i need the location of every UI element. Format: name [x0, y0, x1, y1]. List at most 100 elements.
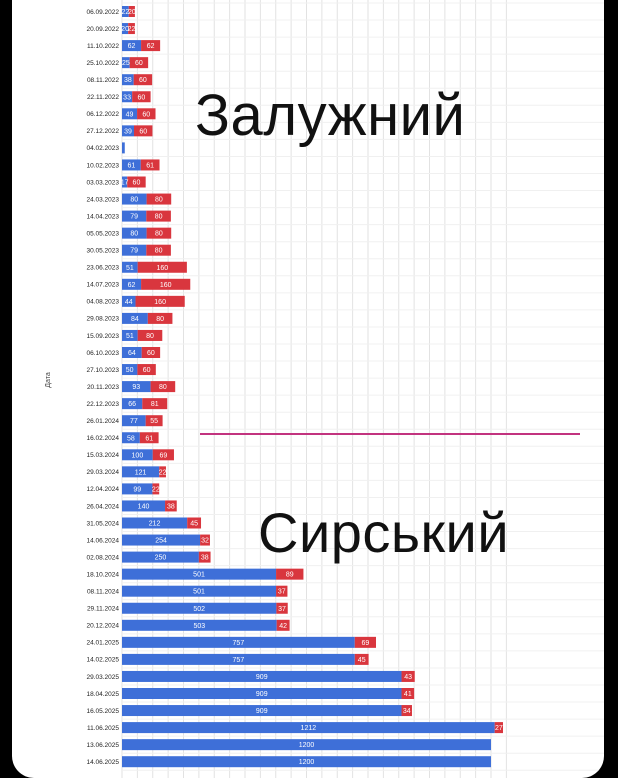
y-tick-label: 20.12.2024	[86, 623, 119, 630]
data-label-series-b: 80	[156, 316, 164, 323]
data-label-series-b: 160	[154, 299, 166, 306]
y-tick-label: 22.11.2022	[87, 94, 119, 101]
y-tick-label: 08.11.2022	[87, 77, 119, 84]
bar-series-a	[122, 364, 138, 376]
y-tick-label: 14.07.2023	[86, 282, 119, 289]
data-label-series-b: 22	[128, 26, 136, 33]
y-tick-label: 14.06.2025	[86, 759, 119, 766]
data-label-series-b: 41	[404, 691, 412, 698]
data-label-series-a: 503	[193, 623, 205, 630]
overlay-label-syrsky: Сирський	[258, 501, 510, 564]
data-label-series-a: 250	[155, 555, 167, 562]
data-label-series-a: 757	[233, 640, 245, 647]
bar-series-a	[122, 108, 138, 120]
data-label-series-b: 37	[278, 589, 286, 596]
bar-series-a	[122, 432, 140, 444]
data-label-series-a: 51	[126, 333, 134, 340]
data-label-series-b: 22	[152, 486, 160, 493]
data-label-series-b: 60	[143, 367, 151, 374]
bar-series-b	[141, 40, 161, 52]
bar-series-a	[122, 227, 147, 239]
bar-series-a	[122, 244, 147, 256]
y-tick-label: 31.05.2024	[86, 520, 119, 527]
bar-series-a	[122, 449, 153, 461]
y-tick-label: 22.12.2023	[86, 401, 119, 408]
y-tick-label: 03.03.2023	[86, 179, 119, 186]
data-label-series-b: 27	[495, 725, 503, 732]
data-label-series-a: 909	[256, 674, 268, 681]
y-tick-label: 08.11.2024	[87, 589, 119, 596]
bar-series-b	[127, 176, 146, 188]
data-label-series-b: 60	[147, 350, 155, 357]
y-tick-label: 24.01.2025	[86, 640, 119, 647]
data-label-series-a: 1200	[299, 759, 315, 766]
y-tick-label: 23.06.2023	[86, 265, 119, 272]
bar-series-a	[122, 483, 153, 495]
bar-series-a	[122, 40, 142, 52]
bar-series-b	[354, 653, 369, 665]
data-label-series-a: 33	[123, 94, 131, 101]
chart-panel: 22 20 20 22 62 62 25 60 38 60 33 60 49 60 39 60 61 61 17 60…	[12, 0, 604, 778]
bar-series-a	[122, 176, 128, 188]
bar-series-b	[150, 381, 176, 393]
y-tick-label: 27.10.2023	[86, 367, 119, 374]
y-tick-label: 20.09.2022	[86, 26, 119, 33]
data-label-series-a: 58	[127, 435, 135, 442]
y-tick-label: 02.08.2024	[86, 554, 119, 561]
data-label-series-a: 100	[132, 452, 144, 459]
bar-series-a	[122, 585, 277, 597]
data-label-series-b: 60	[139, 77, 147, 84]
data-label-series-b: 55	[150, 418, 158, 425]
overlay-label-zaluzhny: Залужний	[195, 83, 466, 148]
bar-series-b	[147, 312, 173, 324]
data-label-series-a: 39	[124, 128, 132, 135]
data-label-series-b: 42	[279, 623, 287, 630]
bar-series-b	[133, 125, 153, 137]
y-tick-label: 30.05.2023	[86, 248, 119, 255]
bar-series-a	[122, 500, 166, 512]
data-label-series-b: 69	[361, 640, 369, 647]
bar-series-b	[152, 483, 160, 495]
data-label-series-a: 80	[130, 231, 138, 238]
y-tick-label: 04.08.2023	[86, 299, 119, 306]
bar-series-b	[128, 6, 135, 17]
data-label-series-a: 84	[131, 316, 139, 323]
data-label-series-a: 49	[126, 111, 134, 118]
y-tick-label: 24.03.2023	[86, 196, 119, 203]
data-label-series-a: 22	[121, 9, 129, 16]
bar-series-b	[128, 23, 135, 35]
y-tick-label: 10.02.2023	[86, 162, 119, 169]
bar-series-b	[141, 278, 191, 290]
bar-series-a	[122, 312, 148, 324]
grid-lines	[121, 0, 604, 778]
y-tick-label: 26.01.2024	[86, 418, 119, 425]
data-label-series-a: 254	[155, 538, 167, 545]
bar-series-a	[122, 57, 130, 69]
bar-series-b	[145, 415, 163, 427]
data-label-series-a: 51	[126, 265, 134, 272]
bar-series-b	[165, 500, 177, 512]
bar-series-a	[122, 261, 138, 273]
bar-series-b	[354, 636, 376, 648]
data-label-series-a: 1200	[299, 742, 315, 749]
bar-series-b	[146, 244, 171, 256]
data-label-series-b: 38	[167, 503, 175, 510]
bar-series-b	[146, 193, 172, 205]
data-label-series-b: 60	[137, 94, 145, 101]
data-label-series-b: 62	[147, 43, 155, 50]
data-label-series-b: 45	[358, 657, 366, 664]
data-label-series-a: 93	[132, 384, 140, 391]
y-tick-label: 29.08.2023	[86, 316, 119, 323]
data-label-series-a: 62	[128, 282, 136, 289]
bar-series-a	[122, 329, 138, 341]
data-label-series-a: 99	[133, 486, 141, 493]
bar-series-a	[122, 295, 136, 307]
bar-series-b	[137, 364, 156, 376]
data-label-series-a: 80	[130, 197, 138, 204]
data-label-series-b: 81	[151, 401, 159, 408]
y-tick-label: 06.12.2022	[86, 111, 119, 118]
data-label-series-b: 89	[286, 572, 294, 579]
data-label-series-a: 50	[126, 367, 134, 374]
bar-series-b	[129, 57, 149, 69]
